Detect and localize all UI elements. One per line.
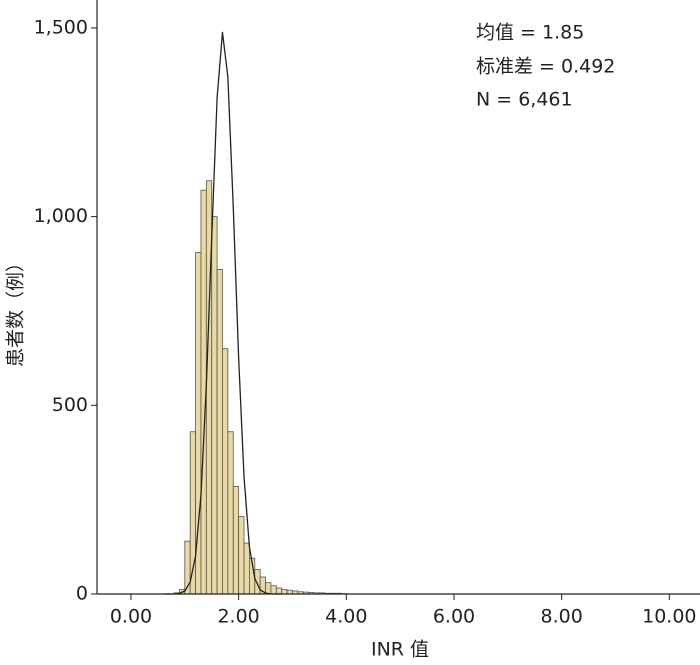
annotation: 标准差 = 0.492 (476, 56, 615, 78)
x-tick-label: 2.00 (217, 606, 259, 628)
bar (227, 431, 234, 595)
bar (216, 269, 223, 595)
y-tick-label: 0 (76, 583, 88, 605)
y-tick-label: 1,500 (34, 16, 88, 38)
x-tick-label: 4.00 (325, 606, 367, 628)
x-tick-label: 0.00 (110, 606, 152, 628)
x-tick-label: 6.00 (433, 606, 475, 628)
bar (281, 589, 288, 595)
x-tick-label: 10.00 (642, 606, 696, 628)
bar (238, 516, 245, 595)
annotation: N = 6,461 (476, 89, 573, 111)
y-tick-label: 500 (52, 394, 88, 416)
bar (275, 587, 283, 595)
bar (243, 542, 250, 595)
y-tick-label: 1,000 (34, 205, 88, 227)
annotation: 均值 = 1.85 (476, 22, 584, 44)
bar (232, 486, 240, 595)
bar (270, 585, 277, 595)
bar (265, 582, 272, 595)
y-axis-label: 患者数（例） (5, 253, 27, 367)
normal-curve (163, 31, 282, 595)
bar (211, 216, 218, 595)
bar (222, 348, 229, 595)
x-tick-label: 8.00 (540, 606, 582, 628)
x-axis-label: INR 值 (371, 639, 429, 661)
